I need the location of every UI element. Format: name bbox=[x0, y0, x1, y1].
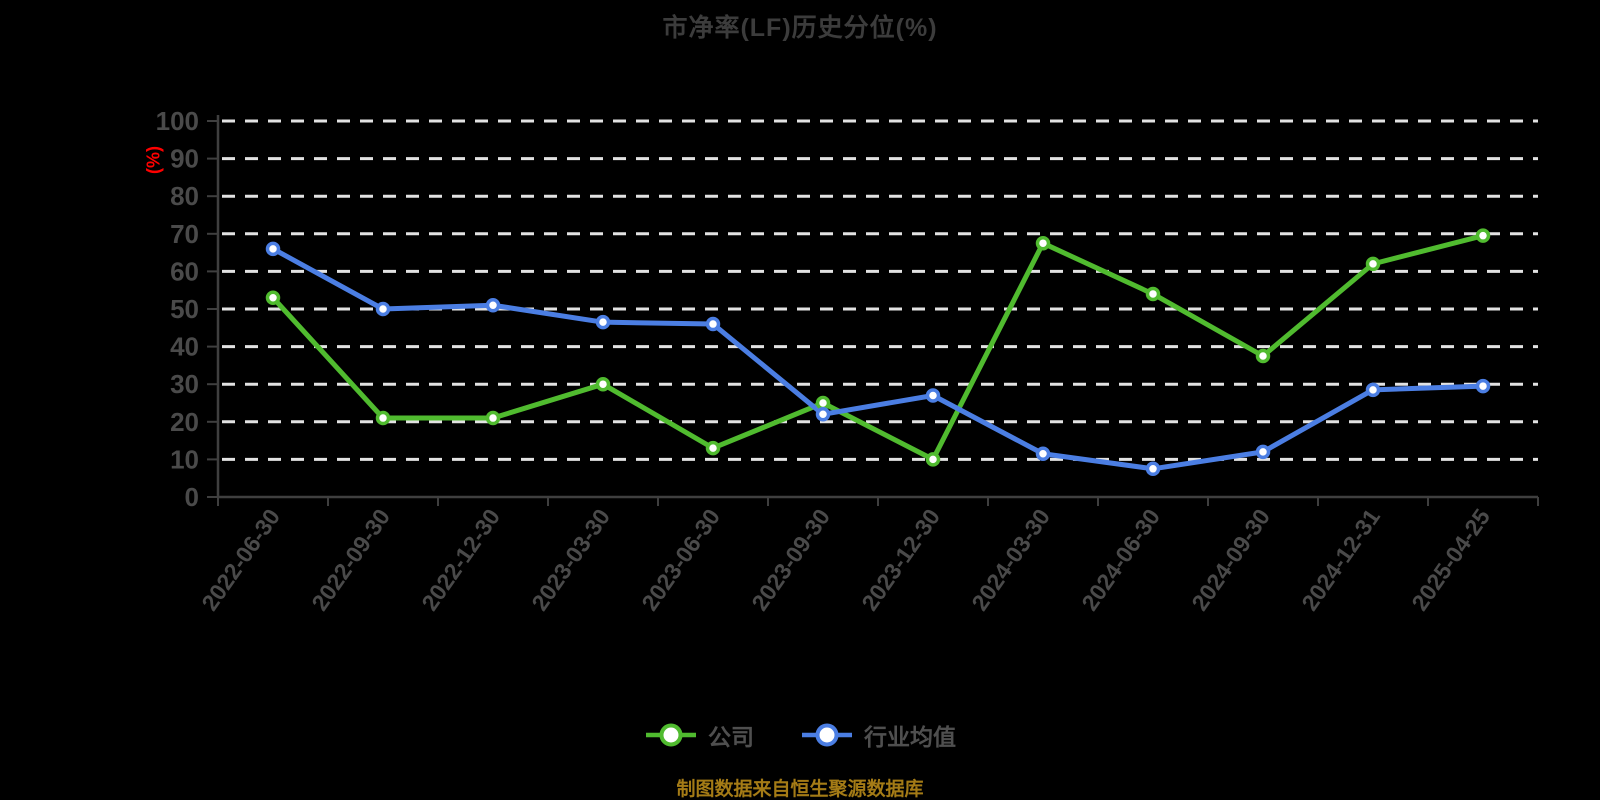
data-point[interactable] bbox=[705, 440, 721, 456]
legend-item-industry-average[interactable]: 行业均值 bbox=[800, 718, 956, 752]
x-axis-tick-label: 2024-06-30 bbox=[1076, 504, 1165, 615]
x-axis-tick-label: 2023-09-30 bbox=[746, 504, 835, 615]
data-point[interactable] bbox=[265, 290, 281, 305]
x-axis-tick-label: 2023-03-30 bbox=[526, 504, 615, 615]
data-point[interactable] bbox=[705, 316, 721, 332]
series-line-company bbox=[270, 233, 1486, 462]
x-axis-tick-label: 2022-09-30 bbox=[306, 504, 395, 615]
data-point[interactable] bbox=[1145, 286, 1161, 302]
data-point[interactable] bbox=[595, 376, 611, 392]
legend: 公司 行业均值 bbox=[0, 718, 1600, 752]
x-axis-tick-label: 2022-12-30 bbox=[416, 504, 505, 615]
data-point[interactable] bbox=[1035, 446, 1051, 462]
data-point[interactable] bbox=[375, 301, 391, 317]
x-axis-tick-label: 2024-12-31 bbox=[1296, 504, 1385, 615]
line-marker-icon bbox=[646, 723, 696, 747]
data-point[interactable] bbox=[925, 452, 941, 467]
data-point[interactable] bbox=[265, 241, 281, 257]
y-axis-tick-label: 30 bbox=[170, 369, 199, 399]
chart-title: 市净率(LF)历史分位(%) bbox=[662, 14, 938, 42]
y-axis-tick-label: 60 bbox=[170, 256, 199, 286]
y-axis-tick-label: 40 bbox=[170, 332, 199, 362]
data-point[interactable] bbox=[1145, 461, 1161, 477]
x-axis-tick-label: 2024-03-30 bbox=[966, 504, 1055, 615]
data-point[interactable] bbox=[595, 314, 611, 330]
data-point[interactable] bbox=[815, 395, 831, 411]
data-point[interactable] bbox=[485, 297, 501, 313]
y-axis-tick-label: 70 bbox=[170, 219, 199, 249]
x-axis-tick-label: 2023-12-30 bbox=[856, 504, 945, 615]
data-point[interactable] bbox=[485, 410, 501, 426]
x-axis-tick-label: 2025-04-25 bbox=[1406, 504, 1495, 615]
data-point[interactable] bbox=[815, 407, 831, 422]
x-axis-tick-label: 2023-06-30 bbox=[636, 504, 725, 615]
y-axis-tick-label: 0 bbox=[185, 482, 199, 512]
y-axis-tick-label: 20 bbox=[170, 407, 199, 437]
y-axis-tick-label: 90 bbox=[170, 144, 199, 174]
data-point[interactable] bbox=[1035, 235, 1051, 251]
data-point[interactable] bbox=[925, 388, 941, 403]
legend-label-company: 公司 bbox=[708, 724, 754, 750]
line-marker-icon bbox=[802, 723, 852, 747]
data-point[interactable] bbox=[1365, 256, 1381, 272]
y-axis-tick-label: 100 bbox=[156, 106, 199, 136]
legend-label-industry-average: 行业均值 bbox=[864, 724, 956, 750]
y-axis-tick-label: 50 bbox=[170, 294, 199, 324]
data-point[interactable] bbox=[375, 410, 391, 426]
y-axis-tick-label: 80 bbox=[170, 181, 199, 211]
series-line-industry-average bbox=[270, 246, 1486, 472]
data-source-caption: 制图数据来自恒生聚源数据库 bbox=[676, 779, 924, 800]
data-point[interactable] bbox=[1365, 382, 1381, 398]
legend-item-company[interactable]: 公司 bbox=[644, 718, 754, 752]
y-axis-tick-label: 10 bbox=[170, 444, 199, 474]
data-point[interactable] bbox=[1255, 444, 1271, 460]
data-point[interactable] bbox=[1475, 228, 1491, 243]
data-point[interactable] bbox=[1475, 378, 1491, 394]
data-point[interactable] bbox=[1255, 348, 1271, 364]
x-axis-tick-label: 2022-06-30 bbox=[196, 504, 285, 615]
x-axis-tick-label: 2024-09-30 bbox=[1186, 504, 1275, 615]
